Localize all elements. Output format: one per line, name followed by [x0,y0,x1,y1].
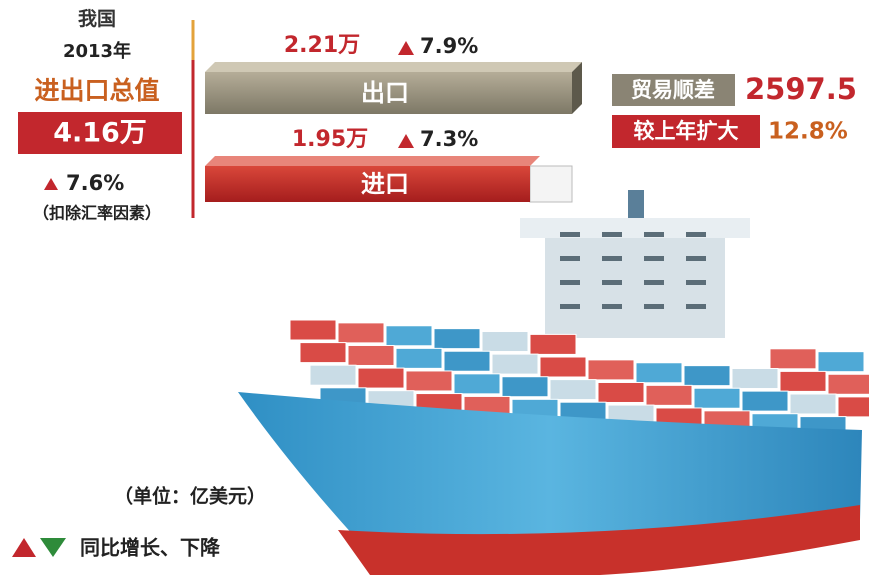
container [348,345,394,365]
container [434,329,480,349]
bar-top [205,62,582,72]
container [444,351,490,371]
container [310,365,356,385]
container [780,371,826,391]
window [686,280,706,285]
total-label: 进出口总值 [34,76,159,105]
window [686,232,706,237]
container [694,388,740,408]
container [358,368,404,388]
bar-top [205,156,540,166]
import-label: 进口 [361,170,409,198]
container [338,323,384,343]
unit: （单位：亿美元） [114,485,266,508]
container [838,397,869,417]
window [560,280,580,285]
window [686,304,706,309]
container [482,332,528,352]
window [602,280,622,285]
window [644,280,664,285]
container [818,352,864,372]
window [602,256,622,261]
bar-remainder [530,166,572,202]
window [560,232,580,237]
note: （扣除汇率因素） [33,204,161,223]
container [828,374,869,394]
container [502,377,548,397]
container [770,349,816,369]
container [636,363,682,383]
container [492,354,538,374]
container [540,357,586,377]
container [454,374,500,394]
country: 我国 [78,8,116,30]
container [406,371,452,391]
window [686,256,706,261]
infographic: 我国 2013年 进出口总值 4.16万 7.6% （扣除汇率因素） 2.21万… [0,0,869,575]
window [602,232,622,237]
import-growth: 7.3% [420,127,478,151]
surplus-value: 2597.5 [745,72,857,106]
container [300,343,346,363]
window [644,304,664,309]
window [644,256,664,261]
container [588,360,634,380]
year: 2013年 [63,40,131,62]
container [396,348,442,368]
container [742,391,788,411]
legend-text: 同比增长、下降 [80,536,221,560]
total-growth: 7.6% [66,171,124,195]
container [646,385,692,405]
container [550,380,596,400]
container [732,369,778,389]
container [684,366,730,386]
container [386,326,432,346]
export-amount: 2.21万 [284,33,360,58]
export-growth: 7.9% [420,34,478,58]
change-value: 12.8% [768,119,848,145]
surplus-label: 贸易顺差 [631,78,715,102]
container [790,394,836,414]
total-value: 4.16万 [53,118,147,149]
container [290,320,336,340]
import-amount: 1.95万 [292,127,368,152]
container [530,334,576,354]
window [560,256,580,261]
export-label: 出口 [361,79,409,107]
window [644,232,664,237]
window [602,304,622,309]
container [598,382,644,402]
window [560,304,580,309]
change-label: 较上年扩大 [634,119,739,143]
